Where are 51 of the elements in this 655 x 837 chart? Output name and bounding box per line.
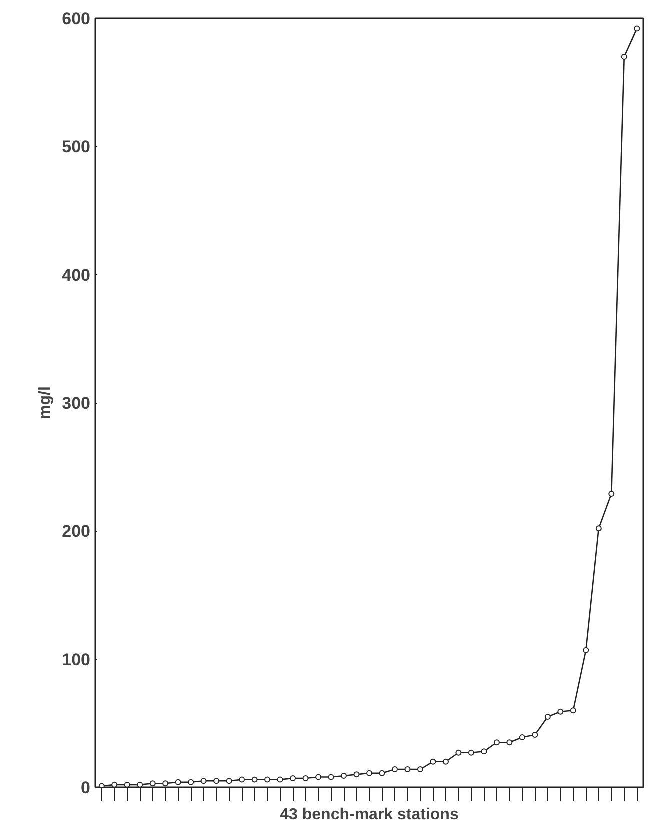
point (354, 772, 360, 778)
point (494, 740, 500, 746)
point (532, 732, 538, 738)
point (456, 750, 462, 756)
point (239, 776, 246, 783)
point (634, 26, 640, 32)
point (417, 766, 424, 773)
point (481, 748, 488, 755)
y-tick-label: 400 (62, 266, 91, 285)
y-tick-label: 0 (81, 778, 91, 798)
point (341, 772, 348, 779)
point (200, 778, 207, 784)
point (544, 714, 551, 720)
point (290, 776, 296, 782)
y-tick-label: 300 (62, 394, 91, 413)
point (302, 776, 309, 782)
point (468, 750, 474, 756)
point (583, 647, 590, 654)
point (277, 776, 284, 783)
point (175, 779, 182, 786)
point (226, 778, 232, 784)
point (252, 776, 258, 783)
point (137, 782, 144, 788)
point (316, 774, 322, 780)
point (124, 782, 130, 788)
point (430, 758, 436, 765)
point (558, 708, 564, 715)
y-tick-label: 600 (62, 10, 91, 28)
point (608, 491, 615, 497)
point (506, 740, 513, 746)
y-tick-label: 500 (62, 138, 91, 157)
point (519, 734, 526, 741)
point (621, 54, 628, 60)
point (188, 779, 194, 786)
point (392, 766, 398, 773)
point (162, 780, 169, 787)
point (264, 776, 271, 783)
y-axis-title: mg/l (37, 386, 54, 420)
point (112, 782, 118, 788)
point (150, 780, 156, 787)
point (366, 770, 372, 776)
point (404, 766, 411, 773)
point (214, 778, 220, 784)
y-tick-label: 200 (62, 522, 91, 542)
point (596, 526, 602, 532)
point (328, 774, 334, 780)
point (379, 770, 386, 776)
point (570, 708, 576, 714)
y-tick-label: 100 (62, 650, 91, 670)
point (442, 758, 449, 765)
x-axis-title: 43 bench-mark stations (280, 806, 459, 824)
